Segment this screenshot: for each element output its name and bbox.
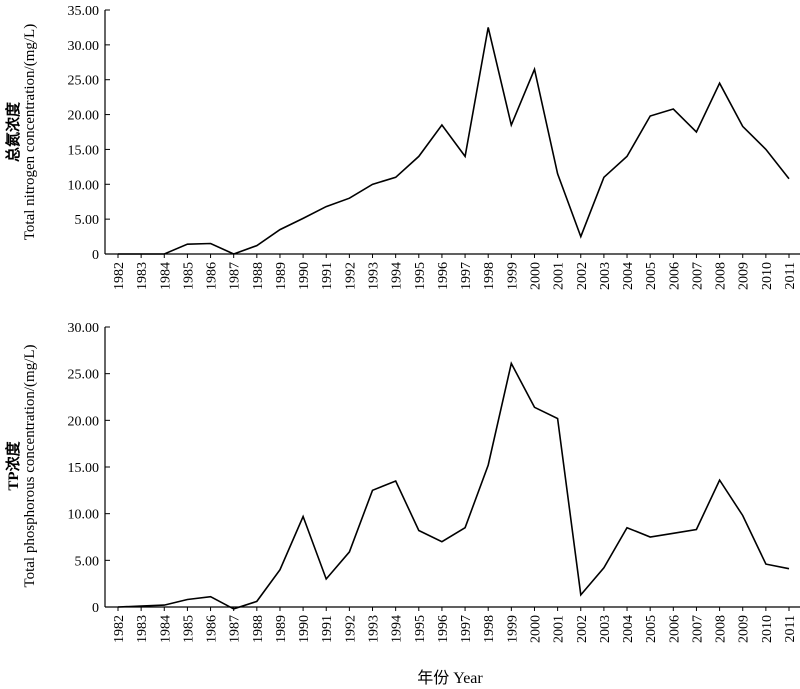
phosphorous-x-tick-label: 1985	[181, 615, 196, 643]
phosphorous-x-tick-label: 1995	[413, 615, 428, 643]
nitrogen-x-ticks: 1982 1983 1984 1985 1986 1987 1988 1989 1990 1991…	[112, 254, 798, 290]
nitrogen-x-tick-label: 1987	[228, 262, 243, 290]
phosphorous-x-ticks: 1982 1983 1984 1985 1986 1987 1988 1989 1990 1991…	[112, 607, 798, 643]
nitrogen-x-tick-label: 1992	[343, 262, 358, 290]
nitrogen-x-tick-label: 2008	[714, 262, 729, 290]
phosphorous-x-tick-label: 1990	[297, 615, 312, 643]
phosphorous-x-tick-label: 2006	[667, 615, 682, 643]
nitrogen-x-tick-label: 2002	[575, 262, 590, 290]
phosphorous-x-tick-label: 2005	[644, 615, 659, 643]
nitrogen-x-tick-label: 2010	[760, 262, 775, 290]
nitrogen-x-tick-label: 1995	[413, 262, 428, 290]
nitrogen-ylabel-en: Total nitrogen concentration/(mg/L)	[22, 24, 38, 240]
nitrogen-x-tick-label: 1988	[251, 262, 266, 290]
nitrogen-y-tick-label: 30.00	[68, 39, 100, 54]
nitrogen-x-tick-label: 2000	[528, 262, 543, 290]
x-axis-title: 年份 Year	[417, 669, 483, 687]
nitrogen-y-axis-title: 总氮浓度 Total nitrogen concentration/(mg/L)	[4, 24, 38, 240]
phosphorous-y-tick-label: 25.00	[68, 368, 100, 383]
phosphorous-x-tick-label: 1987	[228, 615, 243, 643]
nitrogen-x-tick-label: 1997	[459, 262, 474, 290]
nitrogen-x-tick-label: 2005	[644, 262, 659, 290]
nitrogen-series-line	[118, 27, 790, 255]
nitrogen-y-tick-label: 35.00	[68, 4, 100, 19]
phosphorous-x-tick-label: 2008	[714, 615, 729, 643]
nitrogen-x-tick-label: 1994	[390, 262, 405, 290]
nitrogen-x-tick-label: 1986	[205, 262, 220, 290]
nitrogen-x-tick-label: 2003	[598, 262, 613, 290]
nitrogen-x-tick-label: 1985	[181, 262, 196, 290]
phosphorous-y-tick-label: 20.00	[68, 414, 100, 429]
phosphorous-y-tick-label: 5.00	[75, 554, 100, 569]
phosphorous-x-tick-label: 2004	[621, 615, 636, 643]
phosphorous-x-tick-label: 1999	[505, 615, 520, 643]
nitrogen-x-tick-label: 1982	[112, 262, 127, 290]
nitrogen-y-tick-label: 0	[92, 248, 99, 263]
phosphorous-x-tick-label: 1983	[135, 615, 150, 643]
phosphorous-x-tick-label: 2003	[598, 615, 613, 643]
nitrogen-x-tick-label: 1984	[158, 262, 173, 290]
phosphorous-y-tick-label: 15.00	[68, 461, 100, 476]
phosphorous-y-ticks: 0 5.00 10.00 15.00 20.00 25.00 30.00	[68, 321, 110, 616]
phosphorous-x-tick-label: 1989	[274, 615, 289, 643]
nitrogen-y-ticks: 0 5.00 10.00 15.00 20.00 25.00 30.00 35.00	[68, 4, 110, 263]
nitrogen-x-tick-label: 2006	[667, 262, 682, 290]
phosphorous-x-tick-label: 1988	[251, 615, 266, 643]
phosphorous-x-tick-label: 2010	[760, 615, 775, 643]
nitrogen-y-tick-label: 10.00	[68, 178, 100, 193]
phosphorous-ylabel-en: Total phosphorous concentration/(mg/L)	[22, 344, 38, 587]
nitrogen-x-tick-label: 1993	[367, 262, 382, 290]
phosphorous-x-tick-label: 1997	[459, 615, 474, 643]
phosphorous-x-tick-label: 2001	[552, 615, 567, 643]
phosphorous-series-line	[117, 361, 790, 610]
nitrogen-x-tick-label: 1999	[505, 262, 520, 290]
phosphorous-y-axis-title: TP浓度 Total phosphorous concentration/(mg…	[4, 344, 38, 587]
phosphorous-x-tick-label: 1984	[158, 615, 173, 643]
phosphorous-x-tick-label: 2000	[528, 615, 543, 643]
nitrogen-x-tick-label: 1983	[135, 262, 150, 290]
phosphorous-y-tick-label: 0	[92, 601, 99, 616]
phosphorous-x-tick-label: 2007	[690, 615, 705, 643]
phosphorous-x-tick-label: 1998	[482, 615, 497, 643]
nitrogen-x-tick-label: 2009	[737, 262, 752, 290]
phosphorous-x-tick-label: 2002	[575, 615, 590, 643]
phosphorous-x-tick-label: 2011	[783, 615, 798, 642]
nitrogen-x-tick-label: 1991	[320, 262, 335, 290]
nitrogen-x-tick-label: 1990	[297, 262, 312, 290]
nitrogen-x-tick-label: 2001	[552, 262, 567, 290]
phosphorous-x-tick-label: 1994	[390, 615, 405, 643]
phosphorous-y-tick-label: 30.00	[68, 321, 100, 336]
phosphorous-x-tick-label: 1992	[343, 615, 358, 643]
phosphorous-x-tick-label: 1982	[112, 615, 127, 643]
nitrogen-y-tick-label: 15.00	[68, 143, 100, 158]
phosphorous-x-tick-label: 1986	[205, 615, 220, 643]
nitrogen-chart: 0 5.00 10.00 15.00 20.00 25.00 30.00 35.00 1982…	[4, 4, 800, 290]
nitrogen-y-tick-label: 5.00	[75, 213, 100, 228]
phosphorous-y-tick-label: 10.00	[68, 508, 100, 523]
nitrogen-x-tick-label: 1998	[482, 262, 497, 290]
nitrogen-ylabel-cn: 总氮浓度	[4, 101, 22, 162]
nitrogen-x-tick-label: 2011	[783, 262, 798, 289]
phosphorous-ylabel-cn: TP浓度	[4, 440, 22, 490]
nitrogen-x-tick-label: 2004	[621, 262, 636, 290]
phosphorous-x-tick-label: 1996	[436, 615, 451, 643]
nitrogen-x-tick-label: 2007	[690, 262, 705, 290]
phosphorous-x-tick-label: 1991	[320, 615, 335, 643]
nitrogen-y-tick-label: 25.00	[68, 74, 100, 89]
nitrogen-y-tick-label: 20.00	[68, 109, 100, 124]
phosphorous-x-tick-label: 2009	[737, 615, 752, 643]
nitrogen-x-tick-label: 1989	[274, 262, 289, 290]
nitrogen-x-tick-label: 1996	[436, 262, 451, 290]
phosphorous-x-tick-label: 1993	[367, 615, 382, 643]
